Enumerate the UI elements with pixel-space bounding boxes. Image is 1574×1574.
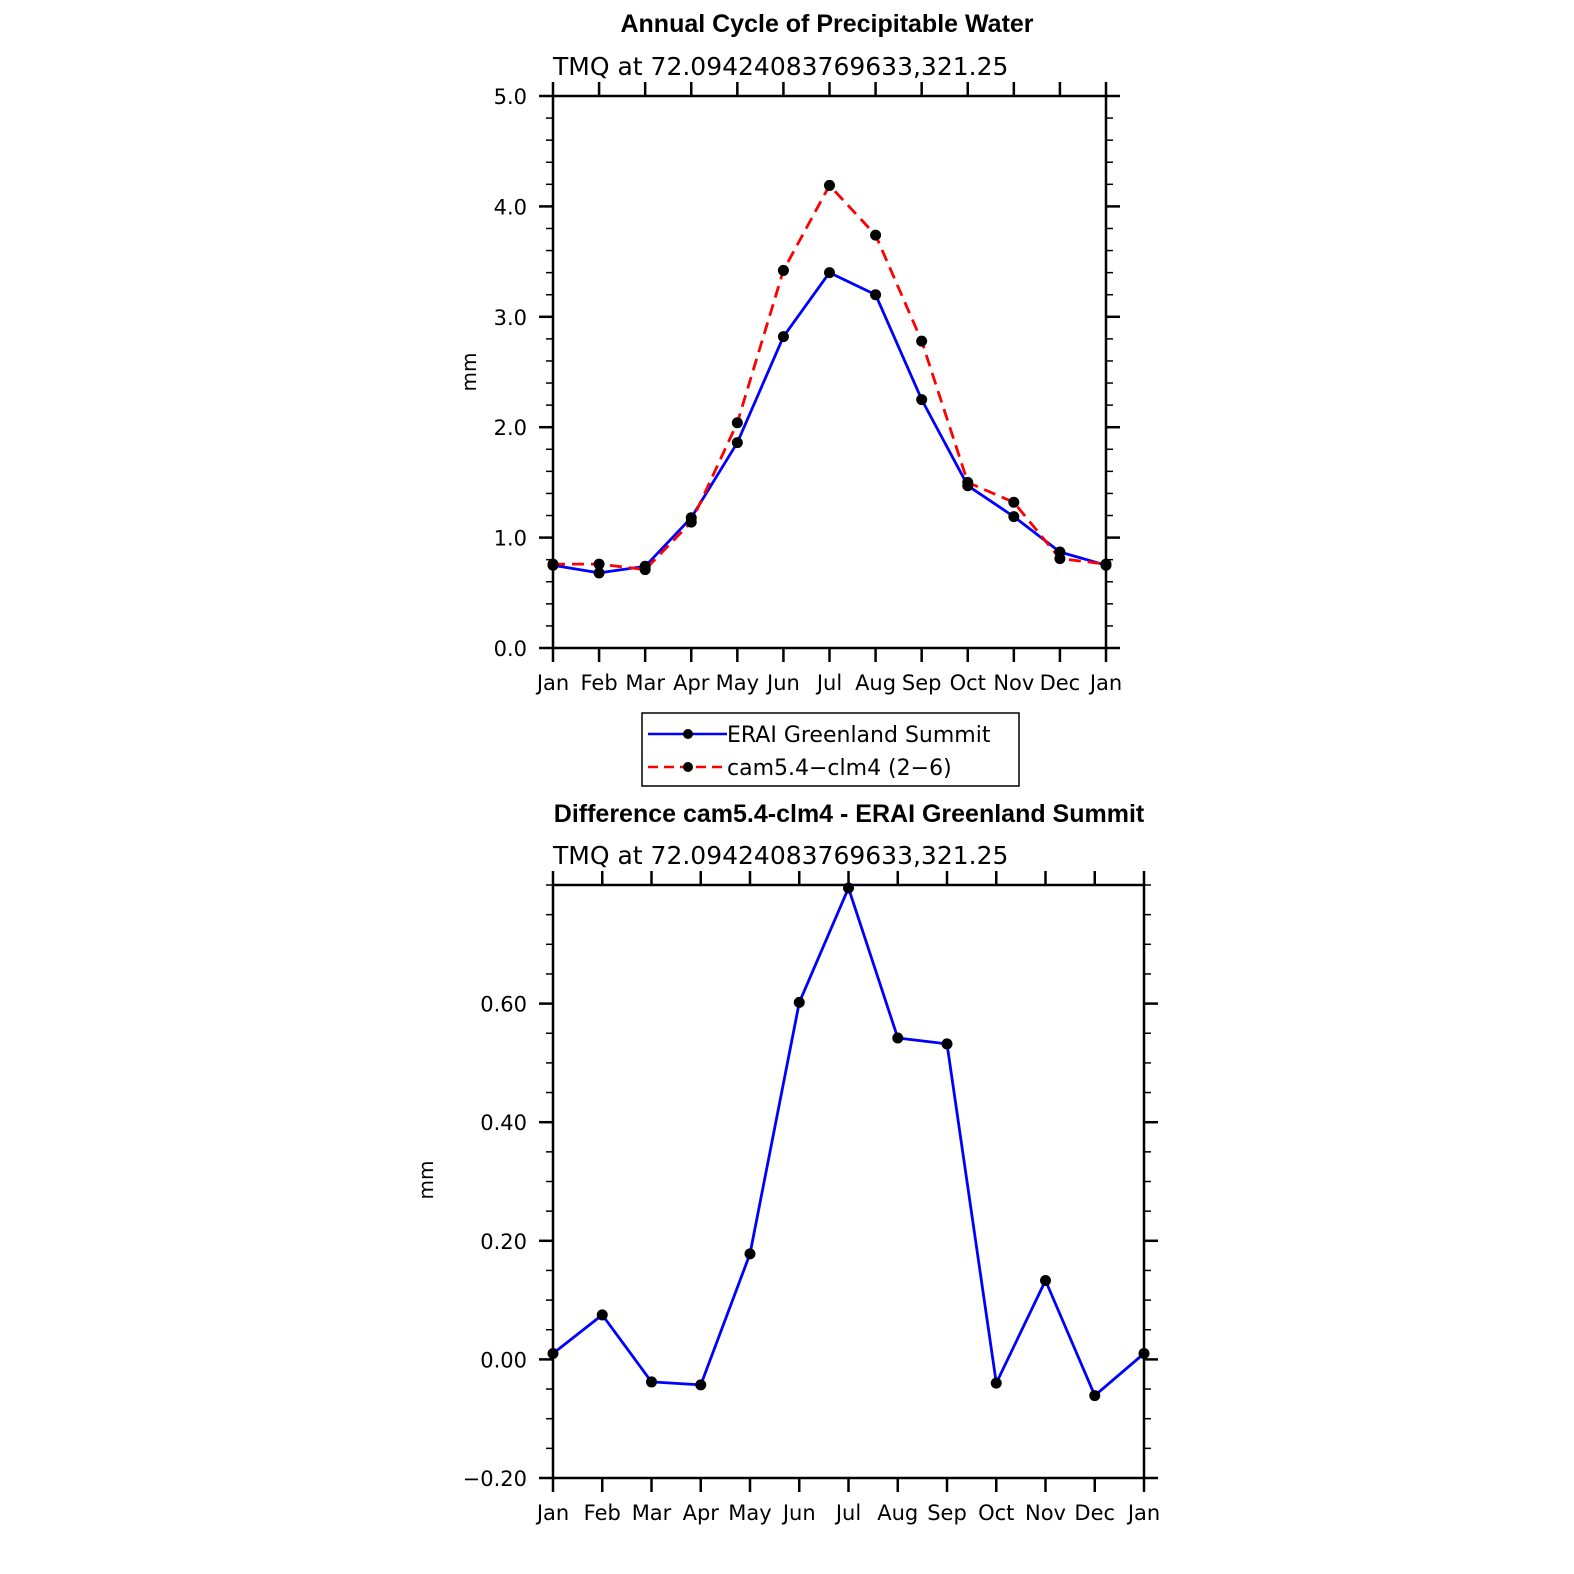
x-tick-label: Jul [815,671,842,695]
data-point-s0-5 [777,331,789,343]
plot-frame [551,94,1108,650]
data-point-s1-4 [731,417,743,429]
x-tick-label: Oct [978,1501,1014,1525]
y-tick-label: 0.60 [480,993,527,1017]
x-tick-label: Apr [683,1501,720,1525]
x-tick-label: Jan [1126,1501,1160,1525]
data-point-s1-2 [639,564,651,576]
x-tick-label: Jun [765,671,800,695]
data-point-s1-8 [916,335,928,347]
data-point-s1-10 [1008,496,1020,508]
data-point-s0-2 [646,1376,657,1388]
x-tick-label: Apr [673,671,710,695]
y-tick-label: 5.0 [494,85,527,109]
x-tick-label: Jan [1088,671,1122,695]
series-line-0 [552,271,1107,575]
y-tick-label: 3.0 [494,306,527,330]
y-tick-label: 4.0 [494,195,527,219]
data-point-s1-9 [962,476,974,488]
x-tick-label: Mar [625,671,665,695]
data-point-s0-1 [593,567,605,579]
x-tick-label: Aug [855,671,896,695]
x-tick-label: Jun [781,1501,816,1525]
series-lines [552,886,1145,1397]
x-tick-label: Oct [950,671,986,695]
y-tick-label: 2.0 [494,416,527,440]
y-tick-label: −0.20 [463,1467,527,1491]
y-tick-labels: −0.20 0.00 0.20 0.40 0.60 [463,993,527,1491]
series-line-0 [552,886,1145,1397]
x-tick-label: Feb [580,671,617,695]
chart-subtitle: TMQ at 72.09424083769633,321.25 [552,52,1008,81]
y-tick-labels: 0.0 1.0 2.0 3.0 4.0 5.0 [494,85,527,661]
data-point-s0-5 [793,996,805,1008]
x-tick-label: Aug [877,1501,918,1525]
y-tick-label: 0.0 [494,637,527,661]
x-tick-label: Jan [535,1501,569,1525]
x-tick-label: Jul [834,1501,861,1525]
x-tick-label: Sep [927,1501,967,1525]
y-axis-label: mm [414,1161,438,1200]
plot-frame [551,883,1146,1480]
x-tick-label: Sep [902,671,942,695]
x-tick-label: Dec [1074,1501,1115,1525]
series-line-1 [553,183,1107,571]
series-points [547,179,1112,579]
x-tick-label: Nov [993,671,1034,695]
series-lines [552,183,1107,575]
x-tick-label: May [716,671,759,695]
legend-box [641,712,1020,787]
major-ticks [539,82,1120,662]
data-point-s0-10 [1040,1275,1051,1287]
data-point-s0-6 [824,267,835,279]
data-point-s0-7 [870,289,882,301]
data-point-s1-3 [685,516,697,528]
data-point-s0-8 [941,1038,953,1050]
x-tick-labels: Jan Feb Mar Apr May Jun Jul Aug Sep Oct Nov Dec Jan [535,1501,1160,1525]
data-point-s0-4 [731,437,743,449]
x-tick-labels: Jan Feb Mar Apr May Jun Jul Aug Sep Oct Nov Dec Jan [535,671,1122,695]
data-point-s0-10 [1008,511,1020,523]
legend-label-cam: cam5.4−clm4 (2−6) [727,756,952,781]
chart-difference: Difference cam5.4-clm4 - ERAI Greenland … [414,800,1160,1525]
y-tick-label: 0.40 [480,1111,527,1135]
minor-ticks [546,95,1113,649]
data-point-s1-5 [777,264,789,276]
data-point-s0-4 [744,1248,756,1260]
minor-ticks [546,884,1151,1479]
data-point-s0-8 [916,394,928,406]
x-tick-label: Mar [632,1501,672,1525]
data-point-s1-7 [870,229,882,241]
x-tick-label: Jan [535,671,569,695]
y-tick-label: 0.20 [480,1230,527,1254]
legend-marker-erai [683,729,693,739]
data-point-s1-6 [824,179,835,191]
y-axis-label: mm [457,353,481,392]
legend-marker-cam [683,762,693,772]
legend-label-erai: ERAI Greenland Summit [727,723,991,748]
legend: ERAI Greenland Summit cam5.4−clm4 (2−6) [641,712,1020,787]
data-point-s1-11 [1054,553,1066,565]
major-ticks [539,871,1158,1492]
data-point-s0-9 [990,1377,1002,1389]
y-tick-label: 0.00 [480,1348,527,1372]
x-tick-label: Feb [584,1501,621,1525]
x-tick-label: Nov [1025,1501,1066,1525]
chart-title: Difference cam5.4-clm4 - ERAI Greenland … [554,800,1145,828]
data-point-s0-3 [695,1379,707,1391]
x-tick-label: Dec [1040,671,1081,695]
y-tick-label: 1.0 [494,527,527,551]
chart-annual-cycle: Annual Cycle of Precipitable Water TMQ a… [457,10,1122,787]
data-point-s1-1 [593,558,605,570]
chart-subtitle: TMQ at 72.09424083769633,321.25 [552,841,1008,870]
series-points [547,882,1150,1402]
x-tick-label: May [728,1501,771,1525]
data-point-s0-11 [1089,1390,1101,1402]
data-point-s0-7 [892,1032,904,1044]
data-point-s0-1 [596,1309,608,1321]
chart-title: Annual Cycle of Precipitable Water [620,10,1033,38]
